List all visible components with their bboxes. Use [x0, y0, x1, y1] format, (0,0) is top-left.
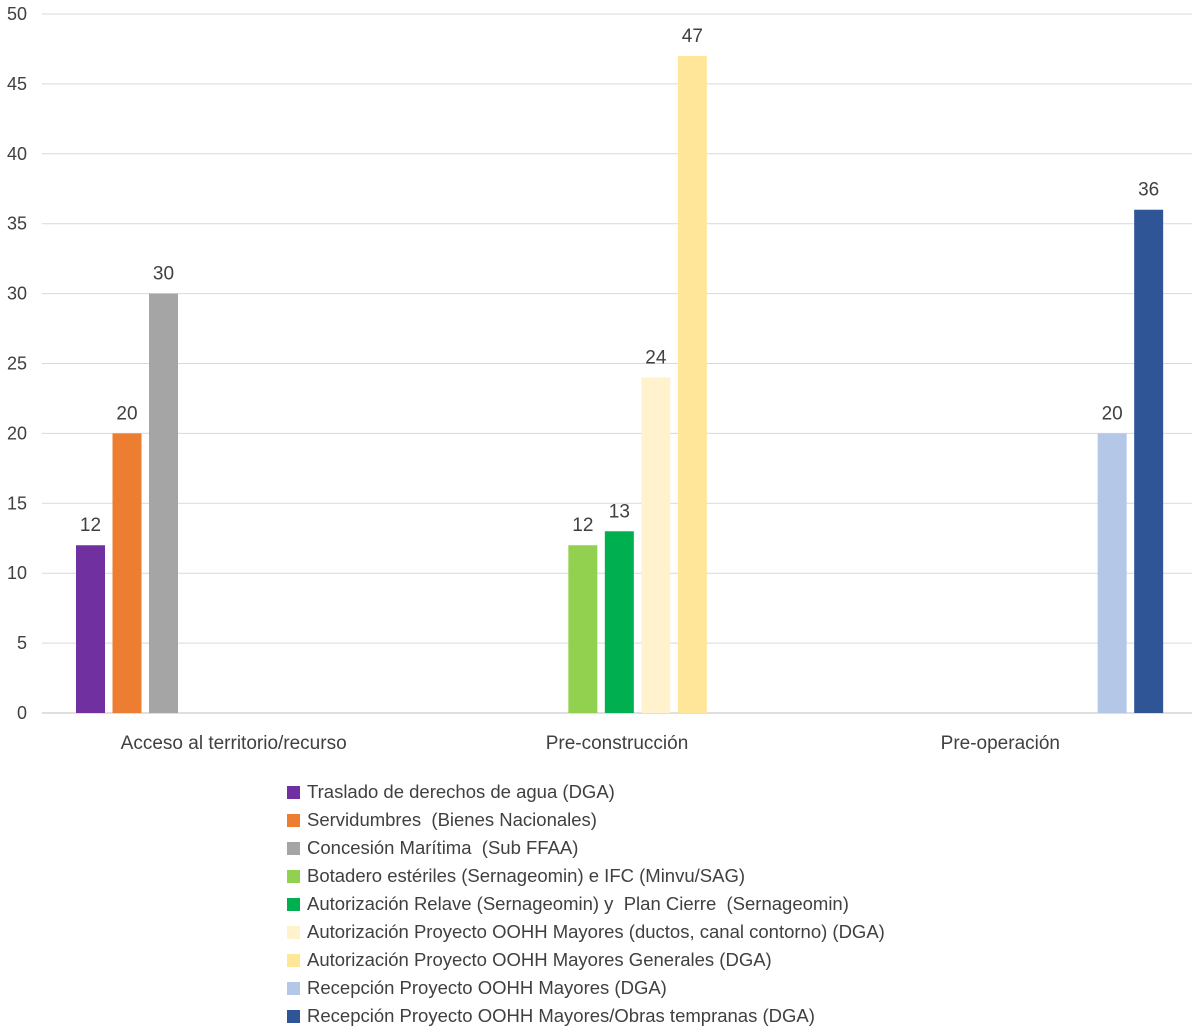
legend-swatch: [287, 869, 300, 883]
legend-swatch: [287, 981, 300, 995]
bar: [604, 531, 634, 713]
bar: [677, 55, 707, 713]
y-tick-label: 20: [7, 423, 27, 443]
y-tick-label: 40: [7, 144, 27, 164]
legend-label: Servidumbres (Bienes Nacionales): [307, 809, 597, 830]
y-tick-label: 10: [7, 563, 27, 583]
y-tick-label: 45: [7, 74, 27, 94]
data-label: 20: [1102, 403, 1123, 424]
y-tick-label: 15: [7, 493, 27, 513]
legend-label: Autorización Proyecto OOHH Mayores (duct…: [307, 921, 885, 942]
legend-item: Servidumbres (Bienes Nacionales): [287, 806, 885, 834]
legend-swatch: [287, 953, 300, 967]
legend-swatch: [287, 1009, 300, 1023]
y-tick-label: 35: [7, 214, 27, 234]
bar: [76, 545, 105, 713]
data-label: 36: [1138, 180, 1159, 201]
legend-item: Autorización Proyecto OOHH Mayores Gener…: [287, 946, 885, 974]
bar: [1097, 433, 1127, 713]
legend-item: Botadero estériles (Sernageomin) e IFC (…: [287, 862, 885, 890]
data-label: 30: [153, 264, 174, 285]
legend: Traslado de derechos de agua (DGA) Servid…: [287, 778, 885, 1030]
y-tick-label: 30: [7, 284, 27, 304]
y-tick-label: 5: [17, 633, 27, 653]
legend-label: Concesión Marítima (Sub FFAA): [307, 837, 579, 858]
y-tick-label: 25: [7, 354, 27, 374]
data-labels: 12 20 30 12 13 24 47 20 36: [80, 26, 1159, 536]
x-axis-categories: Acceso al territorio/recurso Pre-construc…: [121, 733, 1060, 754]
y-tick-label: 0: [17, 703, 27, 723]
legend-swatch: [287, 925, 300, 939]
legend-item: Traslado de derechos de agua (DGA): [287, 778, 885, 806]
category-label: Pre-operación: [941, 733, 1060, 754]
legend-item: Recepción Proyecto OOHH Mayores (DGA): [287, 974, 885, 1002]
gridlines: [42, 13, 1192, 714]
category-label: Pre-construcción: [546, 733, 689, 754]
legend-item: Concesión Marítima (Sub FFAA): [287, 834, 885, 862]
legend-swatch: [287, 813, 300, 827]
bar: [112, 433, 142, 713]
legend-item: Autorización Proyecto OOHH Mayores (duct…: [287, 918, 885, 946]
legend-label: Autorización Relave (Sernageomin) y Plan…: [307, 893, 849, 914]
data-label: 12: [572, 515, 593, 536]
data-label: 20: [116, 403, 137, 424]
data-label: 47: [682, 26, 703, 47]
legend-label: Botadero estériles (Sernageomin) e IFC (…: [307, 865, 746, 886]
legend-label: Autorización Proyecto OOHH Mayores Gener…: [307, 949, 772, 970]
bar: [1134, 209, 1164, 713]
legend-item: Recepción Proyecto OOHH Mayores/Obras te…: [287, 1002, 885, 1030]
bar: [641, 377, 671, 713]
legend-swatch: [287, 897, 300, 911]
legend-label: Traslado de derechos de agua (DGA): [307, 781, 615, 802]
legend-swatch: [287, 841, 300, 855]
y-axis-ticks: 0 5 10 15 20 25 30 35 40 45 50: [7, 4, 27, 723]
data-label: 12: [80, 515, 101, 536]
data-label: 13: [609, 501, 630, 522]
legend-label: Recepción Proyecto OOHH Mayores (DGA): [307, 977, 667, 998]
bars: [76, 55, 1164, 713]
legend-label: Recepción Proyecto OOHH Mayores/Obras te…: [307, 1005, 815, 1026]
bar: [568, 545, 598, 713]
data-label: 24: [645, 347, 667, 368]
y-tick-label: 50: [7, 4, 27, 24]
bar: [149, 293, 178, 713]
legend-item: Autorización Relave (Sernageomin) y Plan…: [287, 890, 885, 918]
category-label: Acceso al territorio/recurso: [121, 733, 347, 754]
legend-swatch: [287, 785, 300, 799]
